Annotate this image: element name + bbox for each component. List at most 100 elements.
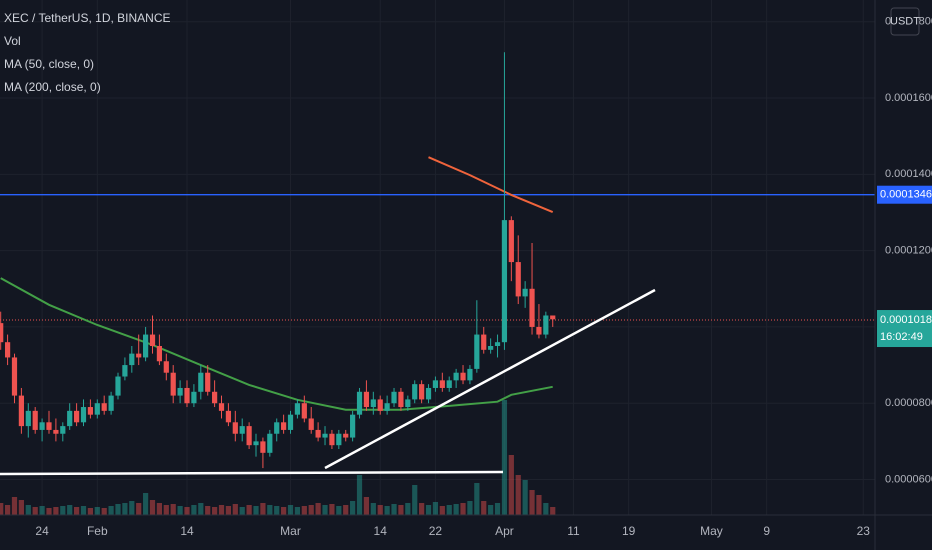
candle-body	[0, 323, 4, 343]
volume-bar	[246, 505, 252, 515]
volume-bar	[46, 508, 52, 515]
x-tick-label: Feb	[87, 524, 108, 538]
y-tick-label: 0.00014000	[885, 168, 932, 180]
chart-title: XEC / TetherUS, 1D, BINANCE	[4, 11, 171, 25]
volume-bar	[239, 507, 245, 515]
candle-body	[460, 372, 466, 381]
support-line[interactable]	[0, 470, 504, 476]
volume-bar	[419, 503, 425, 515]
candle-body	[87, 407, 93, 415]
volume-bar	[439, 506, 445, 515]
candle-body	[115, 376, 121, 396]
price-box	[877, 185, 932, 204]
volume-bar	[322, 505, 328, 515]
candle-body	[370, 399, 376, 408]
volume-bar	[329, 504, 335, 515]
candle-body	[32, 410, 38, 430]
volume-bar	[267, 505, 273, 515]
volume-bar	[384, 506, 390, 515]
candle-body	[198, 372, 204, 392]
volume-bar	[343, 505, 349, 515]
x-tick-label: 14	[180, 524, 194, 538]
candle-body	[446, 380, 452, 388]
volume-bar	[515, 475, 521, 515]
volume-bar	[260, 503, 266, 515]
volume-bar	[73, 507, 80, 515]
y-tick-label: 0.00006000	[885, 473, 932, 485]
candle-body	[377, 399, 383, 411]
volume-bar	[170, 504, 176, 515]
candle-body	[60, 426, 66, 434]
candle-body	[350, 414, 356, 438]
candle-body	[232, 422, 238, 434]
candle-body	[129, 353, 135, 366]
candle-body	[94, 403, 100, 415]
candle-body	[18, 395, 24, 427]
volume-bar	[281, 507, 287, 515]
volume-bar	[363, 497, 370, 515]
candle-body	[39, 422, 45, 430]
volume-bar	[543, 503, 549, 515]
volume-bar	[218, 505, 225, 515]
volume-bar	[356, 475, 363, 515]
volume-bar	[446, 505, 452, 515]
price-box-label: 0.00013466	[880, 189, 932, 201]
candle-body	[67, 410, 73, 427]
volume-bar	[94, 507, 100, 515]
legend-item[interactable]: MA (200, close, 0)	[4, 80, 101, 94]
volume-bar	[412, 485, 418, 515]
volume-bar	[149, 500, 156, 515]
candle-body	[343, 433, 349, 438]
volume-pane	[0, 400, 556, 515]
volume-bar	[0, 503, 4, 515]
volume-bar	[377, 505, 383, 515]
candle-body	[550, 315, 556, 320]
volume-bar	[294, 507, 301, 515]
currency-button[interactable]	[890, 7, 920, 36]
candle-body	[501, 220, 508, 343]
legend-item[interactable]: MA (50, close, 0)	[4, 57, 94, 71]
y-tick-label: 0.00016000	[885, 92, 932, 104]
x-tick-label: 24	[35, 524, 49, 538]
volume-bar	[32, 507, 38, 515]
candle-body	[405, 399, 411, 408]
candle-body	[508, 220, 514, 263]
candle-body	[494, 342, 501, 347]
candle-body	[253, 441, 259, 446]
candle-body	[80, 407, 87, 423]
volume-bar	[25, 505, 31, 515]
currency-label[interactable]: USDT	[890, 15, 920, 27]
candle-body	[287, 414, 294, 430]
volume-bar	[60, 506, 66, 515]
volume-bar	[115, 504, 121, 515]
candle-body	[515, 262, 521, 297]
candle-body	[191, 391, 197, 404]
candle-body	[384, 403, 390, 411]
moving-average	[428, 156, 554, 214]
countdown-label: 16:02:49	[880, 331, 923, 343]
candle-body	[25, 410, 31, 427]
candle-body	[391, 391, 397, 404]
x-tick-label: May	[700, 524, 723, 538]
legend-item[interactable]: Vol	[4, 34, 21, 48]
trend-line[interactable]	[324, 288, 656, 470]
volume-bar	[232, 504, 238, 515]
volume-bar	[508, 455, 514, 515]
volume-bar	[350, 501, 356, 515]
volume-bar	[522, 480, 528, 515]
x-tick-label: 14	[374, 524, 388, 538]
candle-body	[101, 403, 107, 411]
volume-bar	[529, 490, 535, 515]
volume-bar	[467, 501, 473, 515]
volume-bar	[370, 503, 376, 515]
volume-bar	[391, 504, 397, 515]
volume-bar	[405, 503, 411, 515]
volume-bar	[474, 483, 480, 515]
candle-body	[73, 410, 80, 423]
candle-body	[156, 346, 163, 362]
candle-body	[425, 387, 432, 400]
candle-body	[308, 418, 314, 430]
volume-bar	[425, 505, 432, 515]
